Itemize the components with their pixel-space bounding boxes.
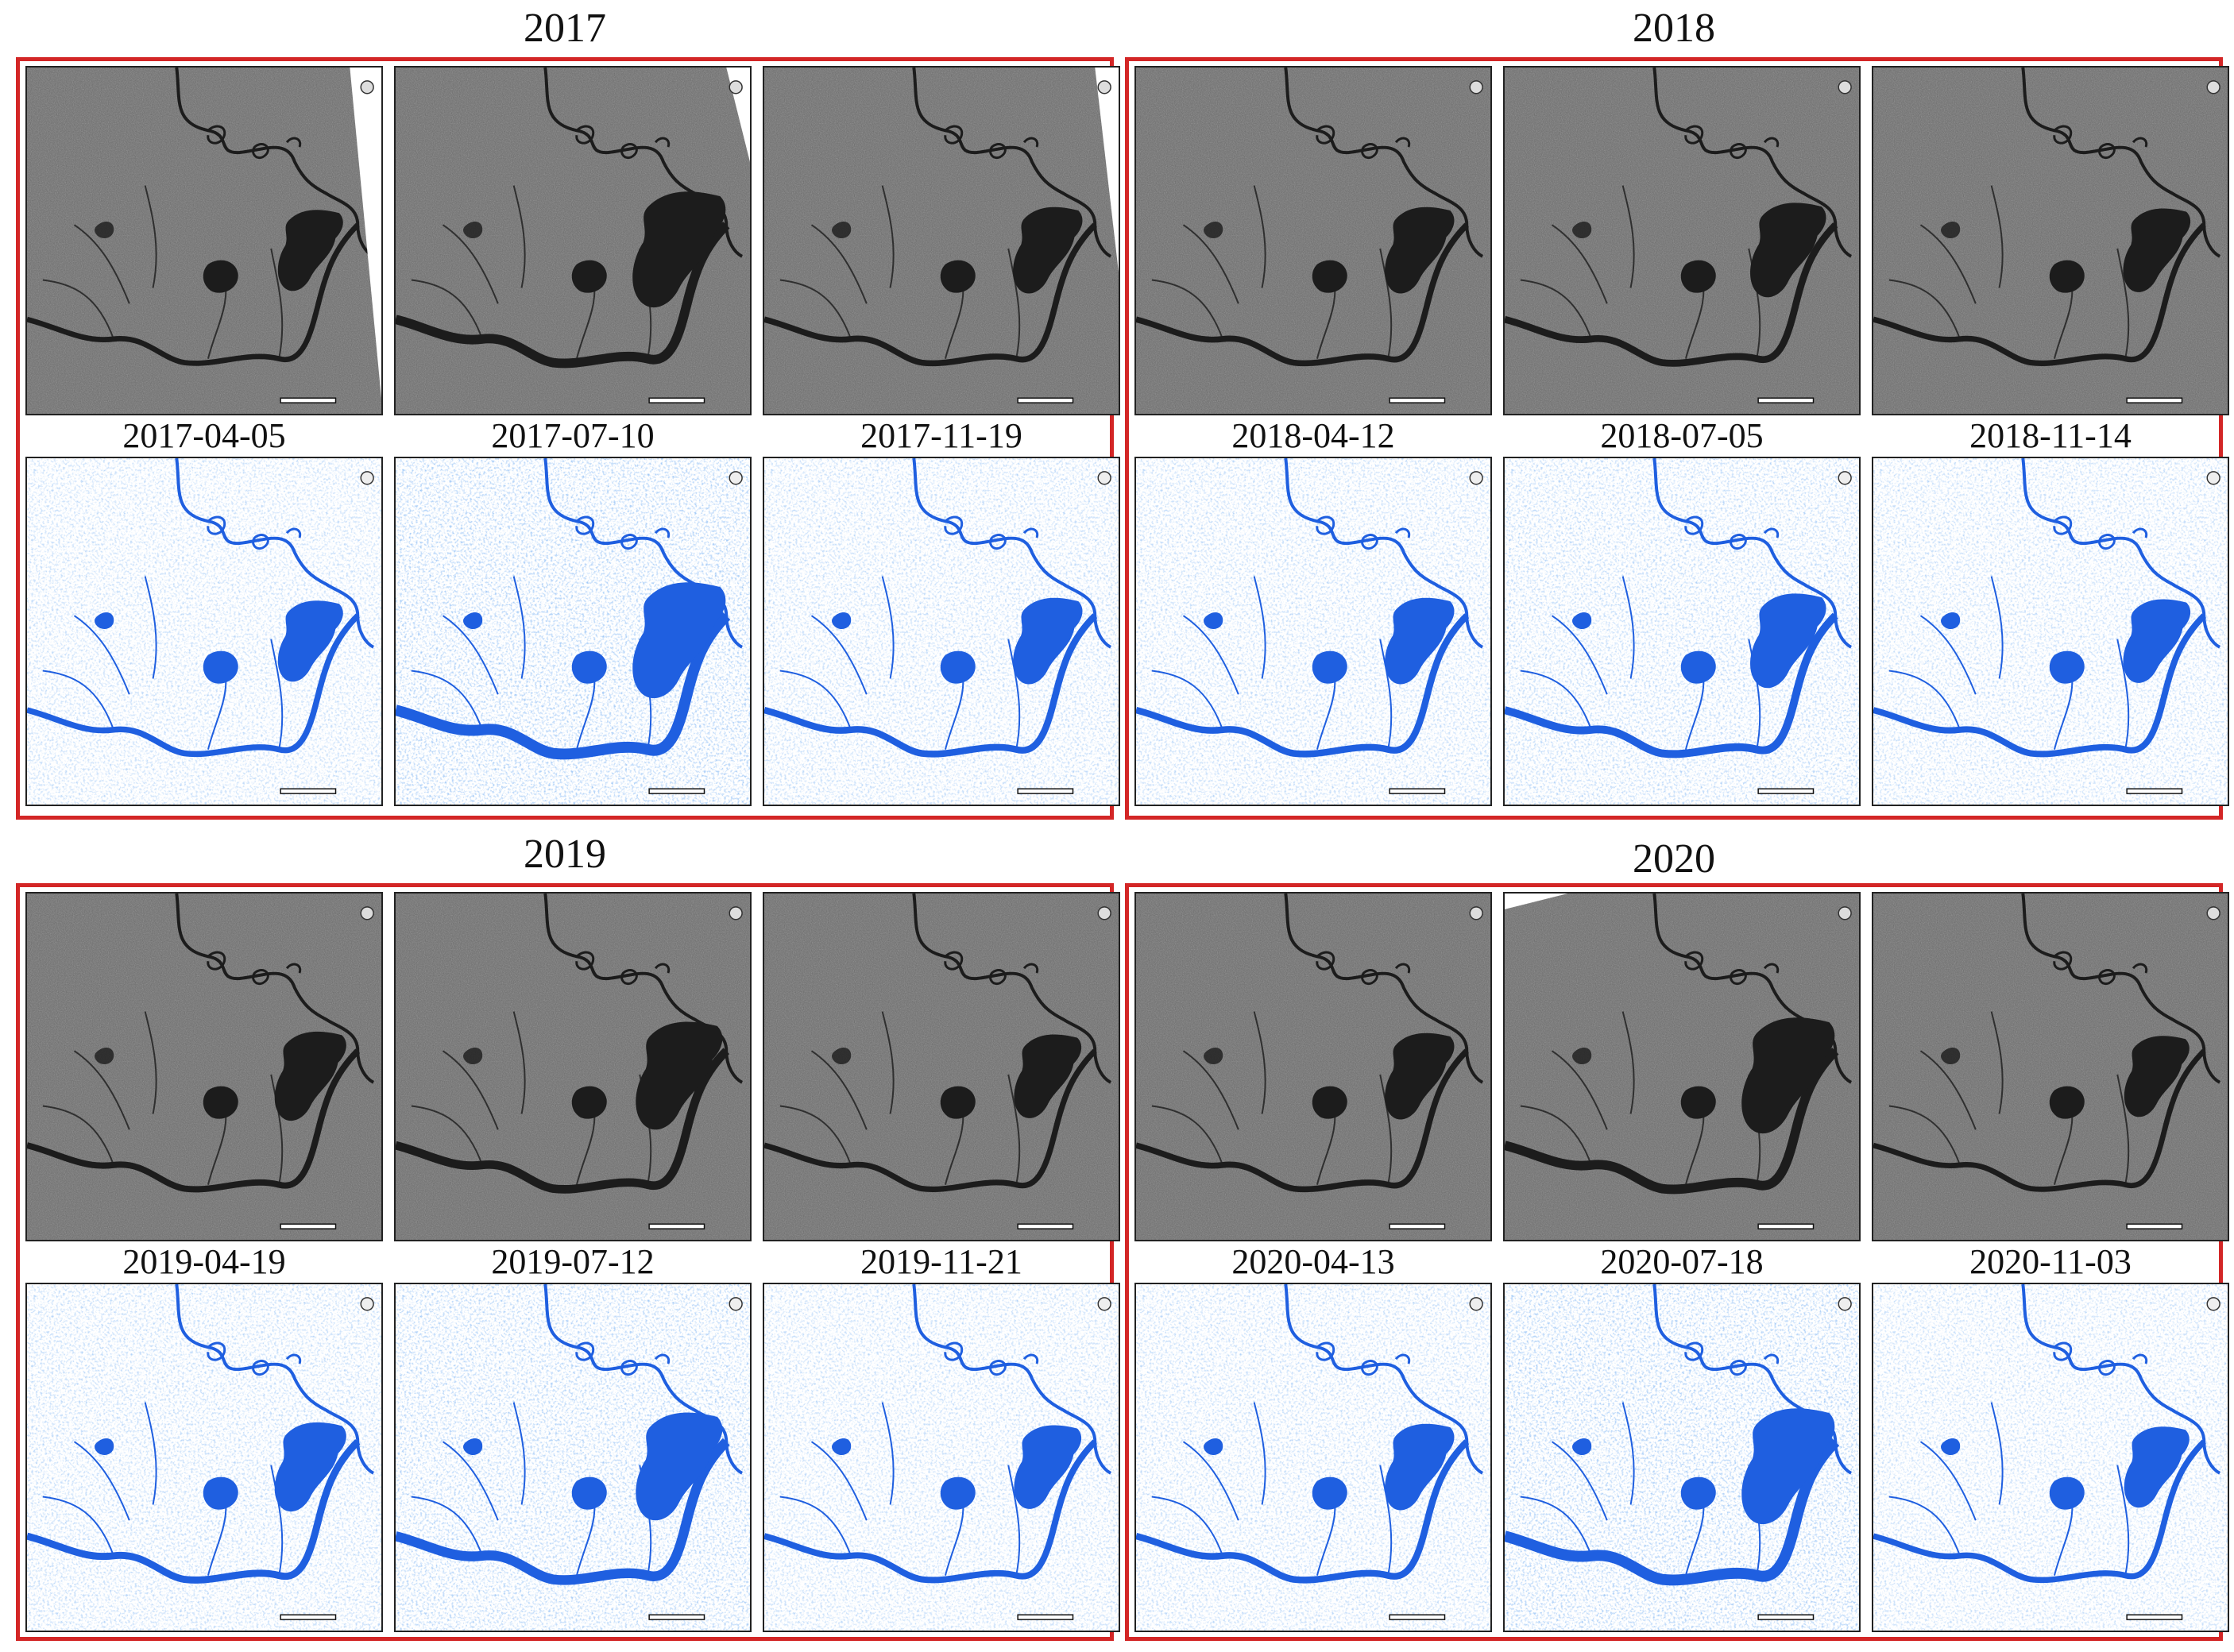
water-extent-map-panel [25,457,383,806]
sar-image-panel [1503,892,1861,1241]
date-label: 2019-07-12 [491,1242,655,1281]
year-group-2018: 2018-04-12 2018-07-05 [1125,57,2229,820]
sar-image-panel [25,66,383,415]
sar-image-panel [394,66,752,415]
water-extent-map-panel [1134,1283,1492,1632]
year-title: 2020 [1633,836,1715,882]
water-extent-map-panel [763,1283,1120,1632]
date-label: 2020-11-03 [1969,1242,2132,1281]
date-label: 2017-11-19 [860,416,1022,455]
water-extent-map-panel [1503,1283,1861,1632]
sar-image-panel [1872,66,2229,415]
water-extent-map-panel [25,1283,383,1632]
sar-image-panel [763,892,1120,1241]
year-group-2020: 2020-04-13 2020-07-18 [1125,883,2229,1641]
date-label: 2019-11-21 [860,1242,1022,1281]
sar-image-panel [1134,892,1492,1241]
sar-image-panel [1134,66,1492,415]
water-extent-map-panel [394,457,752,806]
year-group-2019: 2019-04-19 2019-07-12 [16,883,1120,1641]
sar-image-panel [394,892,752,1241]
year-title: 2019 [524,832,606,877]
date-label: 2017-07-10 [491,416,655,455]
sar-image-panel [25,892,383,1241]
date-label: 2018-07-05 [1600,416,1764,455]
date-label: 2020-04-13 [1231,1242,1395,1281]
water-extent-map-panel [1872,457,2229,806]
water-extent-map-panel [1872,1283,2229,1632]
year-title: 2018 [1633,6,1715,51]
date-label: 2018-04-12 [1231,416,1395,455]
water-extent-map-panel [394,1283,752,1632]
year-title: 2017 [524,6,606,51]
water-extent-map-panel [1503,457,1861,806]
date-label: 2020-07-18 [1600,1242,1764,1281]
sar-image-panel [1503,66,1861,415]
water-extent-map-panel [1134,457,1492,806]
date-label: 2018-11-14 [1969,416,2132,455]
date-label: 2017-04-05 [122,416,286,455]
sar-image-panel [1872,892,2229,1241]
year-group-2017: 2017-04-05 2017-07-10 [16,57,1120,820]
water-extent-map-panel [763,457,1120,806]
date-label: 2019-04-19 [122,1242,286,1281]
sar-image-panel [763,66,1120,415]
